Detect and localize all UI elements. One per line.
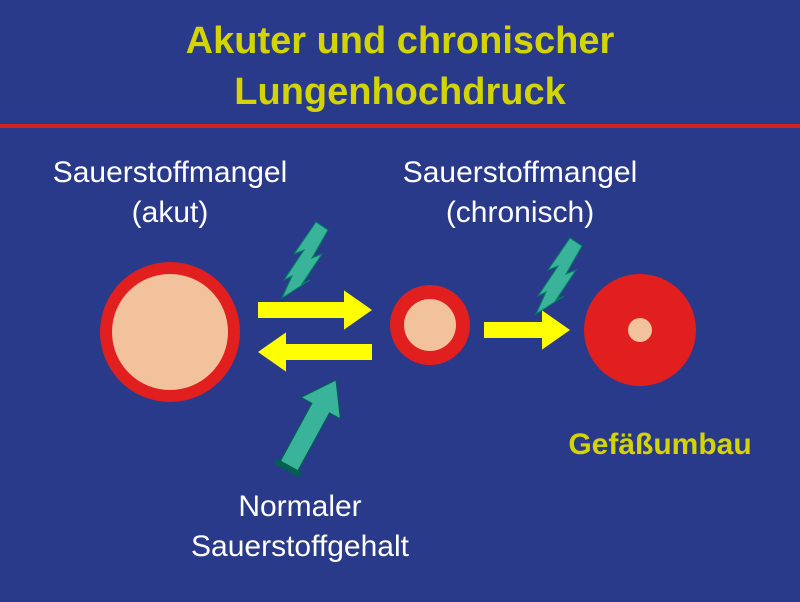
arrow-normal-o2 [279, 380, 340, 473]
lightning-chronic-icon [536, 238, 582, 314]
vessel-lumen-c3 [628, 318, 652, 342]
vessel-lumen-c1 [112, 274, 228, 390]
arrow-remodel-head [542, 310, 570, 349]
arrow-constrict-head [344, 290, 372, 329]
vessel-lumen-c2 [404, 299, 456, 351]
diagram-canvas [0, 0, 800, 602]
arrow-dilate-head [258, 332, 286, 371]
lightning-acute-icon [282, 222, 328, 298]
